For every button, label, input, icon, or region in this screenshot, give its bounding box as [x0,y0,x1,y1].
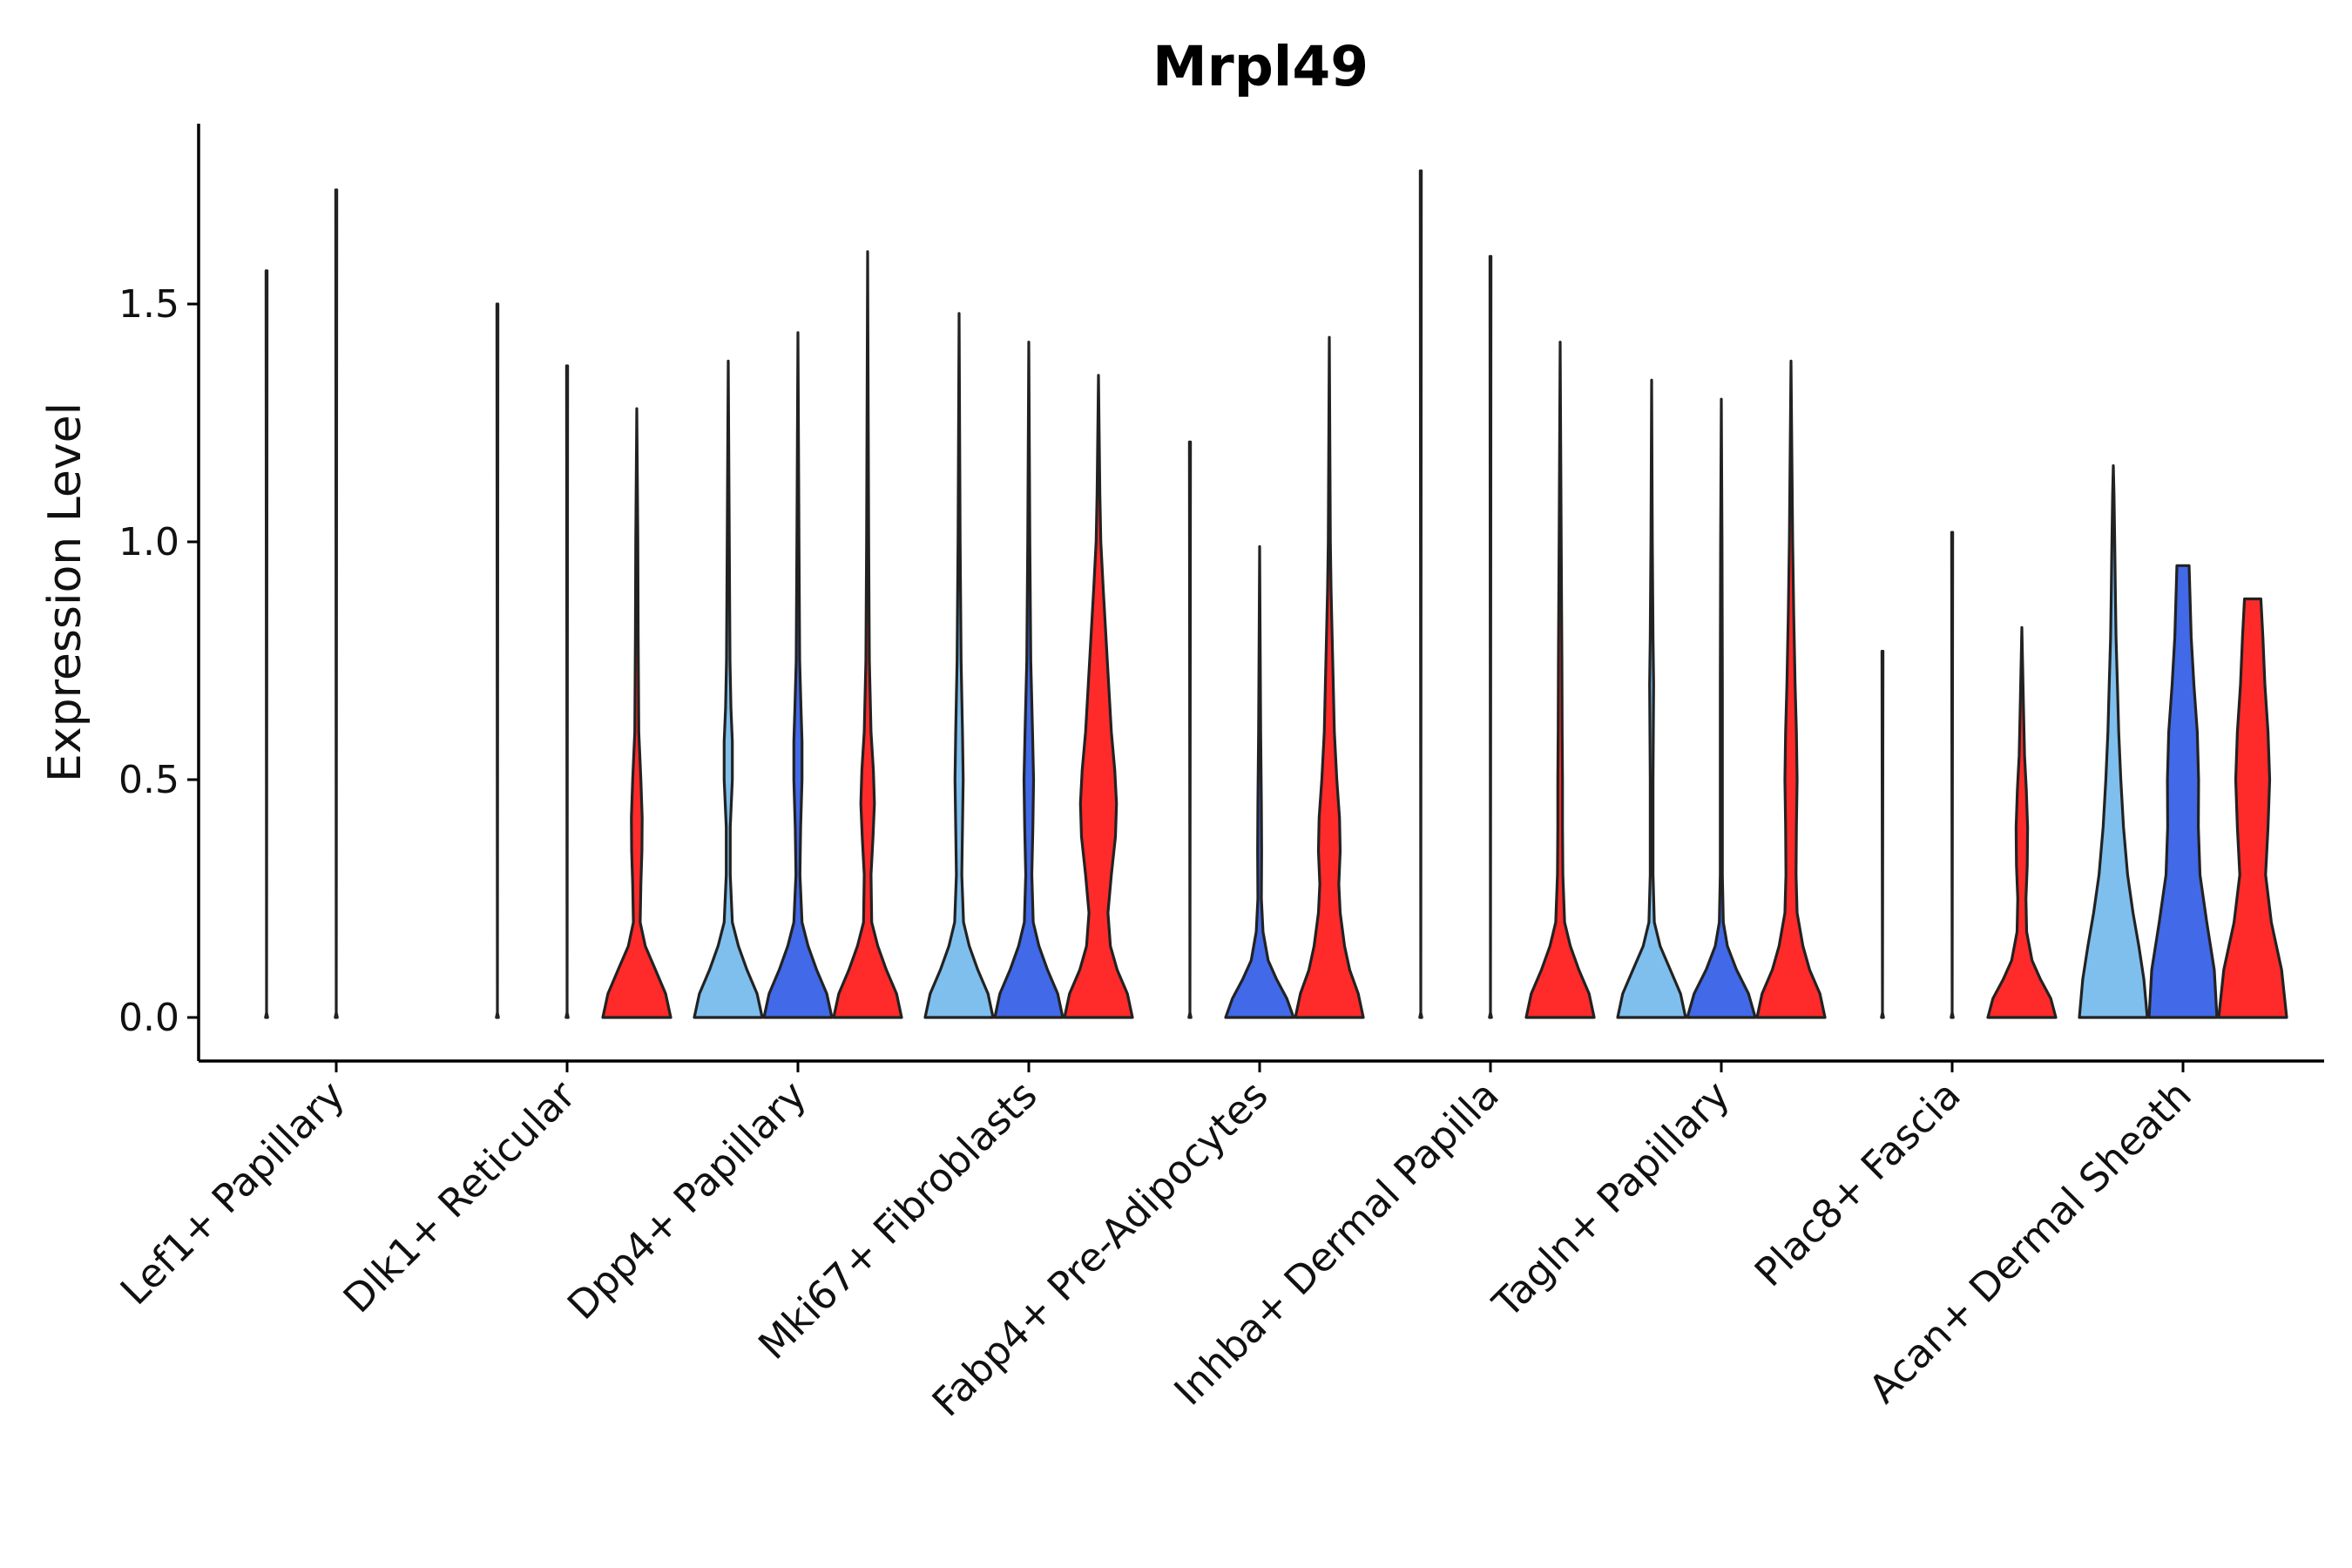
violin-group-3 [1063,374,1134,1019]
violin-group-3 [1294,335,1365,1019]
violin-group-2 [334,188,339,1019]
violin-group-1 [1880,650,1885,1019]
violin-group-2 [1686,397,1757,1019]
x-tick-label: Tagln+ Papillary [1484,1071,1739,1327]
violin-group-1 [495,302,500,1019]
x-tick-label: Lef1+ Papillary [112,1071,354,1314]
violin-group-2 [2147,564,2219,1019]
violin-group-1 [923,312,995,1019]
violin-group-3 [601,407,672,1019]
x-tick-label: Dlk1+ Reticular [335,1071,585,1321]
y-tick-label: 0.0 [118,996,179,1040]
violin-group-2 [1488,254,1493,1019]
violin-group-2 [762,331,834,1019]
violin-group-2 [564,364,570,1019]
x-tick-label: Plac8+ Fascia [1746,1071,1970,1295]
y-axis-ticks: 0.0 0.5 1.0 1.5 [118,282,199,1040]
violin-group-2 [1224,544,1295,1019]
x-tick-label: Dpp4+ Papillary [558,1071,815,1328]
violin-group-2 [1950,531,1955,1019]
violin-group-3 [2217,597,2288,1019]
violin-group-1 [693,359,764,1019]
violin-group-3 [1986,625,2058,1019]
y-tick-label: 1.0 [118,520,179,564]
violin-group-2 [993,341,1064,1019]
y-tick-label: 0.5 [118,758,179,802]
violin-group-1 [1616,378,1687,1019]
y-tick-label: 1.5 [118,282,179,327]
violin-group-1 [1187,440,1193,1019]
violin-group-1 [1418,169,1423,1019]
y-axis-label: Expression Level [39,402,91,782]
violin-group-3 [832,250,903,1019]
violin-group-3 [1524,341,1596,1019]
violin-group-3 [1755,359,1827,1019]
violin-group-1 [264,269,269,1019]
chart-title: Mrpl49 [1152,35,1369,98]
violin-group-1 [2078,464,2149,1019]
violins-layer [264,169,2288,1019]
